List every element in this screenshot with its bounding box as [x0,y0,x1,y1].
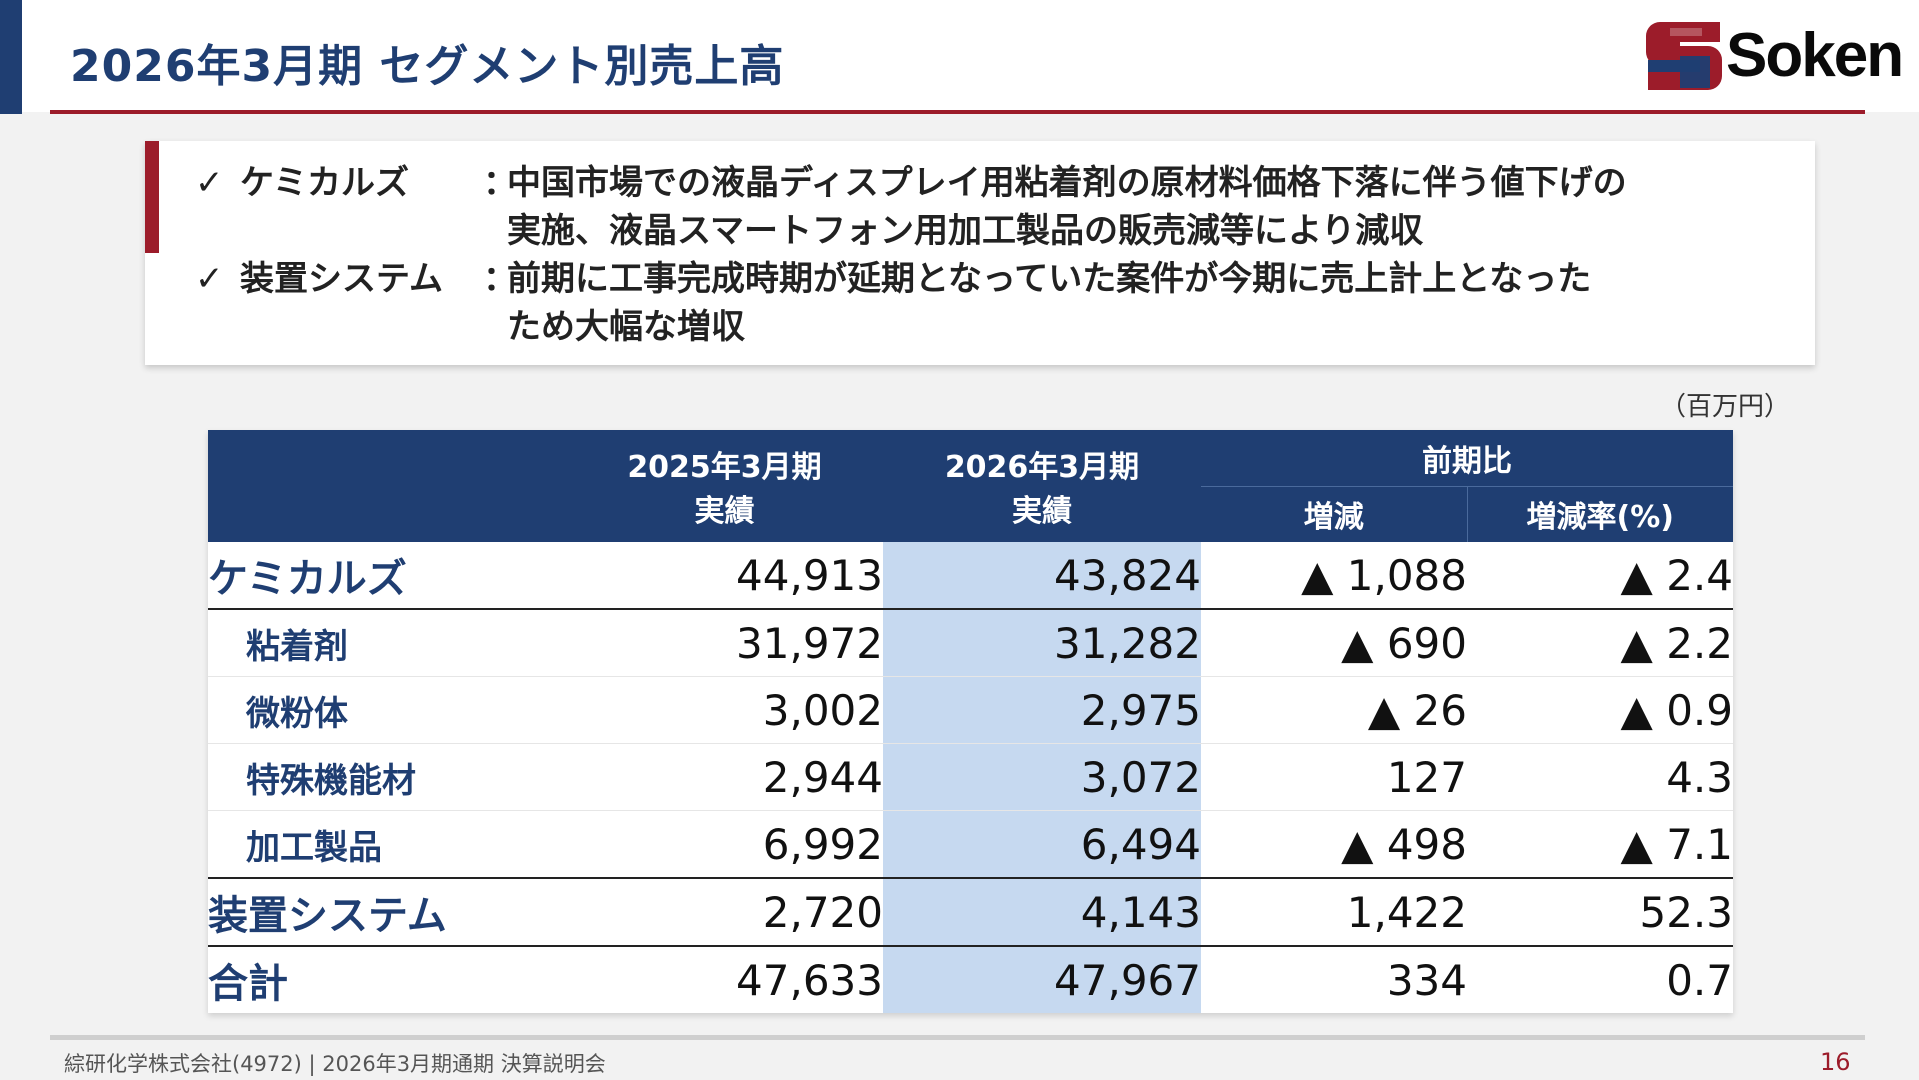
header-prev-year: 2025年3月期 実績 [566,430,883,542]
header-curr-year: 2026年3月期 実績 [883,430,1201,542]
note-text: 中国市場での液晶ディスプレイ用粘着剤の原材料価格下落に伴う値下げの [507,163,1627,203]
change-value: 1,422 [1201,878,1467,947]
table-row: 特殊機能材 2,944 3,072 127 4.3 [208,743,1733,811]
prev-year-value: 44,913 [566,542,883,610]
prev-year-value: 47,633 [566,946,883,1013]
unit-label: （百万円） [1660,392,1791,422]
curr-year-value: 6,494 [883,810,1201,879]
change-value: 127 [1201,743,1467,811]
slide-header: 2026年3月期 セグメント別売上高 Soken [0,0,1919,114]
segment-name: 粘着剤 [208,609,566,677]
prev-year-value: 3,002 [566,676,883,744]
note-colon: ： [483,259,517,299]
prev-year-value: 2,720 [566,878,883,947]
segment-name: 加工製品 [208,810,566,879]
segment-sales-table: 2025年3月期 実績 2026年3月期 実績 前期比 増減 増減率(%) ケミ… [208,430,1733,1013]
header-change: 増減 [1201,485,1467,542]
footer-divider [50,1035,1865,1040]
segment-name: 特殊機能材 [208,743,566,811]
table-row: 粘着剤 31,972 31,282 ▲ 690 ▲ 2.2 [208,609,1733,677]
note-text-continued: ため大幅な増収 [507,307,745,347]
change-value: 334 [1201,946,1467,1013]
table-row: 装置システム 2,720 4,143 1,422 52.3 [208,878,1733,947]
curr-year-value: 4,143 [883,878,1201,947]
segment-name: 装置システム [208,878,566,947]
change-rate-value: 4.3 [1467,743,1733,811]
header-prev-year-period: 2025年3月期 [627,450,822,485]
check-icon: ✓ [195,163,224,203]
page-number: 16 [1820,1048,1851,1076]
header-segment [208,430,566,542]
header-change-rate: 増減率(%) [1466,485,1733,542]
curr-year-value: 43,824 [883,542,1201,610]
prev-year-value: 6,992 [566,810,883,879]
logo-wordmark: Soken [1726,21,1904,90]
change-rate-value: 52.3 [1467,878,1733,947]
note-text: 前期に工事完成時期が延期となっていた案件が今期に売上計上となった [507,259,1592,299]
segment-name: 合計 [208,946,566,1013]
curr-year-value: 2,975 [883,676,1201,744]
curr-year-value: 47,967 [883,946,1201,1013]
table-row: ケミカルズ 44,913 43,824 ▲ 1,088 ▲ 2.4 [208,542,1733,610]
prev-year-value: 31,972 [566,609,883,677]
curr-year-value: 3,072 [883,743,1201,811]
summary-box: ✓ ケミカルズ ： 中国市場での液晶ディスプレイ用粘着剤の原材料価格下落に伴う値… [145,141,1815,365]
change-value: ▲ 690 [1201,609,1467,677]
segment-name: ケミカルズ [208,542,566,610]
note-label: ケミカルズ [240,163,409,203]
table-row: 加工製品 6,992 6,494 ▲ 498 ▲ 7.1 [208,810,1733,879]
note-label: 装置システム [240,259,443,299]
table-total-row: 合計 47,633 47,967 334 0.7 [208,946,1733,1013]
change-value: ▲ 1,088 [1201,542,1467,610]
change-rate-value: ▲ 7.1 [1467,810,1733,879]
note-text-continued: 実施、液晶スマートフォン用加工製品の販売減等により減収 [507,211,1424,251]
header-accent-bar [0,0,22,114]
header-divider [50,110,1865,114]
header-yoy: 前期比 [1201,430,1733,486]
header-curr-year-actual: 実績 [1012,494,1072,529]
change-value: ▲ 26 [1201,676,1467,744]
table-row: 微粉体 3,002 2,975 ▲ 26 ▲ 0.9 [208,676,1733,744]
summary-accent-bar [145,141,159,253]
header-prev-year-actual: 実績 [694,494,755,529]
page-title: 2026年3月期 セグメント別売上高 [70,41,785,92]
change-rate-value: ▲ 0.9 [1467,676,1733,744]
company-logo: Soken [1640,16,1904,100]
change-value: ▲ 498 [1201,810,1467,879]
segment-name: 微粉体 [208,676,566,744]
soken-logo-icon [1646,22,1722,90]
change-rate-value: ▲ 2.4 [1467,542,1733,610]
check-icon: ✓ [195,259,224,299]
change-rate-value: ▲ 2.2 [1467,609,1733,677]
header-curr-year-period: 2026年3月期 [944,450,1140,485]
note-colon: ： [483,163,517,203]
prev-year-value: 2,944 [566,743,883,811]
change-rate-value: 0.7 [1467,946,1733,1013]
footer-text: 綜研化学株式会社(4972) | 2026年3月期通期 決算説明会 [64,1052,606,1076]
curr-year-value: 31,282 [883,609,1201,677]
